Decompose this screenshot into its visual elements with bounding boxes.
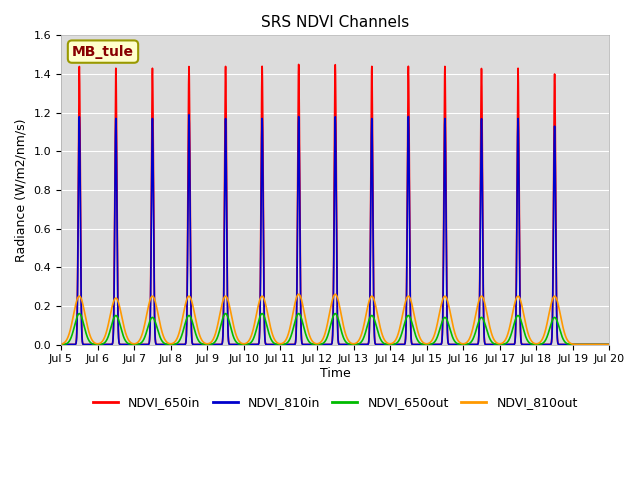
NDVI_650out [414, 337, 422, 343]
Y-axis label: Radiance (W/m2/nm/s): Radiance (W/m2/nm/s) [15, 118, 28, 262]
NDVI_650in [508, 342, 516, 348]
NDVI_810in [467, 342, 474, 348]
NDVI_650out [386, 342, 394, 348]
NDVI_650in [386, 342, 394, 348]
X-axis label: Time: Time [320, 367, 351, 380]
NDVI_810out [57, 341, 65, 347]
NDVI_810out [467, 334, 474, 339]
Legend: NDVI_650in, NDVI_810in, NDVI_650out, NDVI_810out: NDVI_650in, NDVI_810in, NDVI_650out, NDV… [88, 391, 583, 414]
NDVI_810out [157, 324, 164, 329]
NDVI_810out [605, 342, 613, 348]
NDVI_650out [605, 342, 613, 348]
NDVI_810out [414, 328, 422, 334]
Line: NDVI_650out: NDVI_650out [61, 313, 609, 345]
Text: MB_tule: MB_tule [72, 45, 134, 59]
NDVI_810in [57, 342, 65, 348]
NDVI_650out [267, 336, 275, 341]
NDVI_810out [386, 341, 394, 347]
NDVI_810in [267, 342, 275, 348]
Line: NDVI_650in: NDVI_650in [61, 64, 609, 345]
NDVI_650in [157, 342, 164, 348]
NDVI_810in [386, 342, 394, 348]
NDVI_650in [590, 342, 598, 348]
NDVI_810out [508, 313, 516, 319]
NDVI_650out [259, 311, 266, 316]
Line: NDVI_810in: NDVI_810in [61, 115, 609, 345]
NDVI_650in [57, 342, 65, 348]
Title: SRS NDVI Channels: SRS NDVI Channels [261, 15, 410, 30]
NDVI_650in [605, 342, 613, 348]
NDVI_650out [508, 329, 516, 335]
NDVI_810out [295, 291, 303, 297]
NDVI_810in [590, 342, 598, 348]
Line: NDVI_810out: NDVI_810out [61, 294, 609, 345]
NDVI_650in [295, 61, 303, 67]
NDVI_650in [414, 342, 422, 348]
NDVI_650in [467, 342, 474, 348]
NDVI_650out [157, 336, 164, 341]
NDVI_810in [185, 112, 193, 118]
NDVI_810in [414, 342, 422, 348]
NDVI_650in [267, 342, 275, 348]
NDVI_650out [57, 342, 65, 348]
NDVI_810in [508, 342, 516, 348]
NDVI_810out [267, 324, 275, 330]
NDVI_810in [157, 342, 164, 348]
NDVI_810in [605, 342, 613, 348]
NDVI_650out [467, 340, 474, 346]
